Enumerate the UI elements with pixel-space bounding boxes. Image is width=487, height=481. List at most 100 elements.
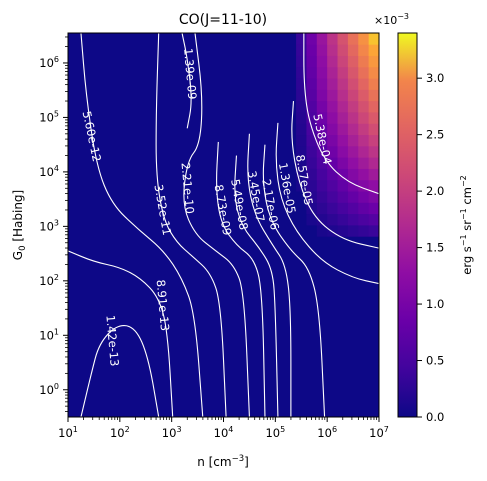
heatmap-cell <box>347 145 359 158</box>
heatmap-cell <box>368 33 379 45</box>
heatmap-cell <box>327 225 338 237</box>
heatmap-cell <box>347 225 359 237</box>
contour-line <box>303 33 379 195</box>
heatmap-cell <box>327 89 338 102</box>
heatmap-cell <box>306 202 318 215</box>
heatmap-cell <box>358 112 370 124</box>
x-tick-label: 105 <box>265 425 285 440</box>
contour-line <box>275 122 379 285</box>
colorbar-tick-label: 2.0 <box>426 184 444 198</box>
heatmap-cell <box>368 213 379 226</box>
heatmap-cell <box>327 55 338 68</box>
heatmap-cell <box>358 191 370 203</box>
x-axis: 101 102 103 104 105 106 107 <box>58 417 389 440</box>
heatmap-cell <box>368 225 379 237</box>
heatmap-cell <box>306 157 318 169</box>
contour-line <box>183 33 250 417</box>
heatmap-cell <box>358 213 370 226</box>
heatmap-cell <box>327 168 338 181</box>
heatmap-cell <box>337 89 349 102</box>
heatmap-cell <box>316 157 328 169</box>
x-axis-label: n [cm−3] <box>197 454 249 469</box>
heatmap-cell <box>306 145 318 158</box>
heatmap-cell <box>296 100 307 113</box>
heatmap-cell <box>316 44 328 56</box>
heatmap-cell <box>306 191 318 203</box>
heatmap-cell <box>347 78 359 90</box>
y-tick-label: 100 <box>39 382 59 397</box>
heatmap-cell <box>358 225 370 237</box>
heatmap-cell <box>358 134 370 147</box>
heatmap-cell <box>306 112 318 124</box>
heatmap-cell <box>347 100 359 113</box>
heatmap-cell <box>358 123 370 136</box>
heatmap-cell <box>306 55 318 68</box>
heatmap-cell <box>337 157 349 169</box>
heatmap-cell <box>306 179 318 192</box>
heatmap-cell <box>347 89 359 102</box>
heatmap-cell <box>358 179 370 192</box>
heatmap-cell <box>316 100 328 113</box>
colorbar-ticks: 0.0 0.5 1.0 1.5 2.0 2.5 3.0 <box>417 71 444 424</box>
contour-line <box>181 33 192 129</box>
y-axis-label: G0 [Habing] <box>11 190 28 260</box>
heatmap-cell <box>306 66 318 79</box>
heatmap-cell <box>306 100 318 113</box>
heatmap-cell <box>337 66 349 79</box>
heatmap-cell <box>327 213 338 226</box>
heatmap-cell <box>306 44 318 56</box>
heatmap-cell <box>368 191 379 203</box>
heatmap-cell <box>306 213 318 226</box>
contour-lines <box>68 33 379 417</box>
heatmap-cell <box>368 168 379 181</box>
heatmap-cell <box>327 100 338 113</box>
x-tick-label: 106 <box>317 425 337 440</box>
x-tick-label: 107 <box>369 425 389 440</box>
heatmap-cell <box>316 89 328 102</box>
heatmap-cell <box>368 179 379 192</box>
heatmap-cell <box>347 168 359 181</box>
contour-line <box>247 133 292 417</box>
heatmap-cell <box>368 89 379 102</box>
heatmap-cell <box>327 112 338 124</box>
y-tick-label: 101 <box>39 327 59 342</box>
heatmap-cell <box>347 202 359 215</box>
heatmap-cell <box>327 66 338 79</box>
heatmap-cell <box>306 89 318 102</box>
y-tick-label: 104 <box>39 164 59 179</box>
colorbar-tick-label: 1.5 <box>426 241 444 255</box>
chart-title: CO(J=11-10) <box>179 12 267 28</box>
heatmap-cell <box>296 134 307 147</box>
heatmap-cell <box>296 179 307 192</box>
heatmap-cell <box>337 78 349 90</box>
heatmap-cell <box>347 112 359 124</box>
plot-area: 1.42e-138.91e-135.60e-123.52e-111.39e-09… <box>67 32 380 418</box>
heatmap-cell <box>296 55 307 68</box>
heatmap-cell <box>337 191 349 203</box>
contour-label: 2.21e-10 <box>178 162 196 214</box>
heatmap-cell <box>337 168 349 181</box>
heatmap-cell <box>316 179 328 192</box>
heatmap-cell <box>358 100 370 113</box>
heatmap-cell <box>358 157 370 169</box>
heatmap-cells <box>296 33 379 237</box>
heatmap-cell <box>306 78 318 90</box>
heatmap-cell <box>327 157 338 169</box>
heatmap-cell <box>316 134 328 147</box>
heatmap-cell <box>316 112 328 124</box>
heatmap-cell <box>368 145 379 158</box>
heatmap-cell <box>327 191 338 203</box>
heatmap-cell <box>368 112 379 124</box>
contour-line <box>234 155 279 417</box>
heatmap-cell <box>296 145 307 158</box>
y-tick-label: 106 <box>39 55 59 70</box>
heatmap-cell <box>358 78 370 90</box>
y-tick-label: 103 <box>39 218 59 233</box>
colorbar-tick-label: 0.5 <box>426 354 444 368</box>
colorbar-tick-label: 1.0 <box>426 297 444 311</box>
heatmap-cell <box>316 123 328 136</box>
heatmap-cell <box>347 44 359 56</box>
heatmap-cell <box>327 123 338 136</box>
y-tick-label: 105 <box>39 109 59 124</box>
